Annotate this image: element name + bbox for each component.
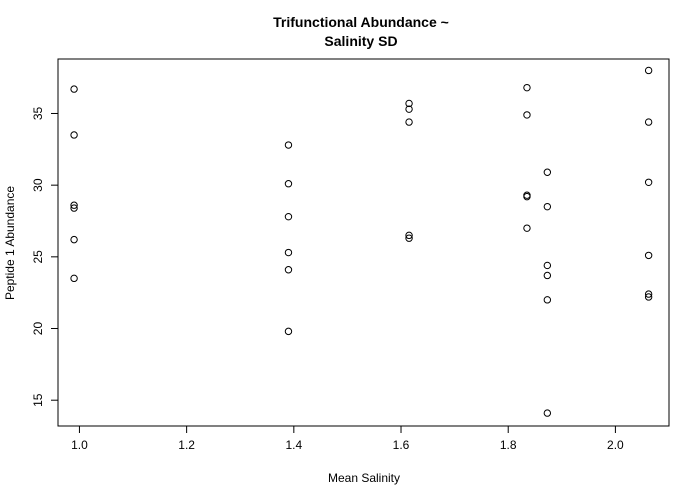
x-tick-label: 1.0 bbox=[71, 438, 88, 452]
plot-frame bbox=[57, 58, 670, 427]
data-point bbox=[405, 105, 413, 113]
data-point bbox=[644, 251, 653, 260]
data-point bbox=[284, 180, 293, 188]
data-point bbox=[70, 274, 78, 283]
data-point bbox=[284, 266, 293, 274]
data-points bbox=[70, 66, 653, 417]
data-point bbox=[284, 212, 293, 221]
x-axis-label: Mean Salinity bbox=[328, 471, 400, 485]
data-point bbox=[70, 85, 78, 93]
x-tick-label: 1.6 bbox=[393, 438, 410, 452]
y-tick-label: 30 bbox=[31, 178, 45, 192]
data-point bbox=[644, 66, 653, 75]
data-point bbox=[523, 224, 531, 232]
data-point bbox=[543, 261, 552, 270]
data-point bbox=[644, 118, 653, 126]
data-point bbox=[543, 202, 552, 211]
data-point bbox=[405, 231, 413, 240]
data-point bbox=[405, 118, 413, 126]
chart-title-line-2: Salinity SD bbox=[324, 33, 397, 49]
data-point bbox=[70, 131, 78, 139]
y-axis-label: Peptide 1 Abundance bbox=[3, 186, 17, 300]
data-point bbox=[644, 290, 653, 298]
y-tick-label: 20 bbox=[31, 322, 45, 336]
data-point bbox=[644, 293, 653, 301]
data-point bbox=[284, 327, 293, 336]
x-tick-label: 2.0 bbox=[607, 438, 624, 452]
data-point bbox=[405, 99, 413, 108]
x-tick-label: 1.4 bbox=[285, 438, 302, 452]
data-point bbox=[543, 168, 552, 176]
data-point bbox=[70, 204, 78, 212]
y-tick-label: 15 bbox=[31, 393, 45, 407]
x-axis: 1.0 1.2 1.4 1.6 1.8 2.0 bbox=[71, 426, 624, 452]
data-point bbox=[523, 83, 531, 92]
y-tick-label: 35 bbox=[31, 106, 45, 120]
x-tick-label: 1.2 bbox=[178, 438, 195, 452]
data-point bbox=[405, 234, 413, 242]
data-point bbox=[284, 141, 293, 149]
x-tick-label: 1.8 bbox=[500, 438, 517, 452]
data-point bbox=[284, 248, 293, 257]
data-point bbox=[543, 409, 552, 417]
data-point bbox=[543, 271, 552, 280]
chart-title-line-1: Trifunctional Abundance ~ bbox=[273, 14, 449, 30]
data-point bbox=[543, 296, 552, 304]
data-point bbox=[70, 201, 78, 209]
data-point bbox=[70, 235, 78, 244]
data-point bbox=[644, 178, 653, 186]
y-axis: 15 20 25 30 35 bbox=[31, 106, 58, 407]
data-point bbox=[523, 111, 531, 119]
y-tick-label: 25 bbox=[31, 250, 45, 264]
data-point bbox=[523, 192, 531, 201]
